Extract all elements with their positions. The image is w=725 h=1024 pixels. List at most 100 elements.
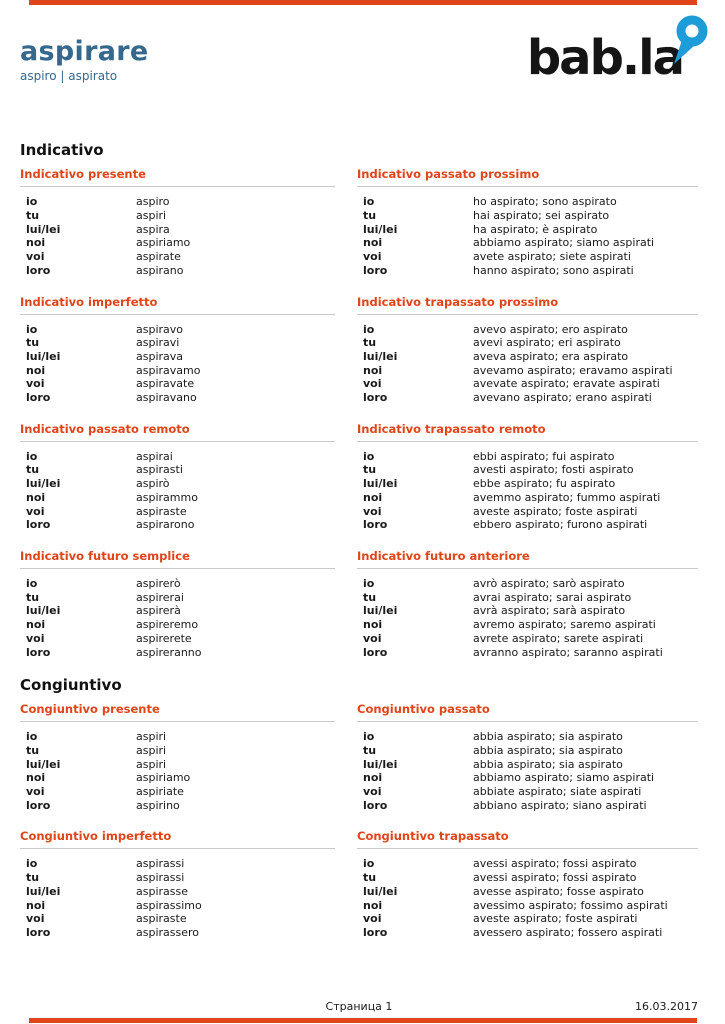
conjugated-form: hanno aspirato; sono aspirati: [473, 263, 634, 277]
conjugated-form: aspirassero: [136, 925, 200, 939]
conjugated-form: aspirerà: [136, 604, 181, 618]
pronoun-label: noi: [363, 363, 383, 377]
pronoun-label: noi: [26, 490, 46, 504]
table-title: Indicativo presente: [20, 167, 335, 188]
table-title: Indicativo passato prossimo: [357, 167, 698, 188]
table-row: loro hanno aspirato; sono aspirati: [357, 264, 698, 278]
pronoun-label: lui/lei: [363, 222, 398, 236]
table-title: Indicativo imperfetto: [20, 295, 335, 315]
conjugated-form: aspiriamo: [136, 236, 191, 250]
table-row: voi abbiate aspirato; siate aspirati: [357, 785, 698, 799]
conjugated-form: aspirate: [136, 250, 181, 264]
table-row: loro aspirano: [20, 264, 335, 278]
conjugated-form: abbiamo aspirato; siamo aspirati: [473, 236, 655, 250]
pronoun-label: voi: [26, 785, 45, 799]
table-rows: io aspiro tu aspiri lui/lei aspira noi aspiriam…: [20, 195, 335, 277]
conjugated-form: abbia aspirato; sia aspirato: [473, 743, 623, 757]
table-row: io aspirerò: [20, 577, 335, 591]
table-row: io aspiravo: [20, 323, 335, 337]
congiuntivo-tables: Congiuntivo presente io aspiri tu aspiri lui…: [20, 702, 698, 956]
table-rows: io aspirassi tu aspirassi lui/lei aspirasse no…: [20, 857, 335, 939]
table-row: loro avevano aspirato; erano aspirati: [357, 391, 698, 405]
table-row: tu aspirasti: [20, 463, 335, 477]
table-row: tu avessi aspirato; fossi aspirato: [357, 871, 698, 885]
table-row: voi aspirate: [20, 250, 335, 264]
conjugated-form: avessi aspirato; fossi aspirato: [473, 857, 637, 871]
conjugated-form: aspiriate: [136, 785, 184, 799]
conjugated-form: avemmo aspirato; fummo aspirati: [473, 490, 661, 504]
pronoun-label: lui/lei: [26, 222, 61, 236]
conjugated-form: aspirassimo: [136, 898, 202, 912]
table-indicativo-trapassato-remoto: Indicativo trapassato remoto io ebbi aspi…: [357, 422, 698, 532]
pronoun-label: lui/lei: [363, 604, 398, 618]
conjugated-form: aspiravamo: [136, 363, 201, 377]
table-row: noi avremo aspirato; saremo aspirati: [357, 618, 698, 632]
table-row: io abbia aspirato; sia aspirato: [357, 730, 698, 744]
table-row: voi aspiraste: [20, 505, 335, 519]
conjugated-form: aspiraste: [136, 912, 187, 926]
table-row: tu aspiri: [20, 209, 335, 223]
table-row: voi avete aspirato; siete aspirati: [357, 250, 698, 264]
table-row: voi aveste aspirato; foste aspirati: [357, 912, 698, 926]
conjugated-form: ha aspirato; è aspirato: [473, 222, 598, 236]
conjugated-form: ebbero aspirato; furono aspirati: [473, 518, 648, 532]
pronoun-label: voi: [363, 377, 382, 391]
pronoun-label: io: [26, 577, 38, 590]
table-rows: io avessi aspirato; fossi aspirato tu avess…: [357, 857, 698, 939]
table-indicativo-futuro-semplice: Indicativo futuro semplice io aspirerò tu a…: [20, 549, 335, 659]
conjugated-form: abbia aspirato; sia aspirato: [473, 757, 623, 771]
pronoun-label: loro: [26, 263, 51, 277]
conjugated-form: aspirammo: [136, 490, 198, 504]
conjugated-form: avrà aspirato; sarà aspirato: [473, 604, 626, 618]
table-title: Indicativo passato remoto: [20, 422, 335, 442]
conjugated-form: avremo aspirato; saremo aspirati: [473, 618, 656, 632]
table-row: tu aspiravi: [20, 336, 335, 350]
table-row: lui/lei aspira: [20, 223, 335, 237]
conjugated-form: ebbi aspirato; fui aspirato: [473, 449, 615, 463]
table-title: Congiuntivo passato: [357, 702, 698, 723]
table-rows: io ebbi aspirato; fui aspirato tu avesti as…: [357, 450, 698, 532]
conjugated-form: avesse aspirato; fosse aspirato: [473, 884, 644, 898]
pronoun-label: loro: [26, 645, 51, 659]
conjugated-form: ho aspirato; sono aspirato: [473, 195, 617, 209]
pronoun-label: io: [363, 730, 375, 744]
table-title: Indicativo trapassato remoto: [357, 422, 698, 442]
table-row: voi aspiravate: [20, 377, 335, 391]
table-row: noi aspireremo: [20, 618, 335, 632]
table-row: noi abbiamo aspirato; siamo aspirati: [357, 771, 698, 785]
pronoun-label: loro: [26, 798, 51, 812]
table-row: tu abbia aspirato; sia aspirato: [357, 744, 698, 758]
page-content: aspirare aspiro | aspirato Indicativo In…: [0, 37, 725, 957]
table-rows: io aspirerò tu aspirerai lui/lei aspirerà noi a…: [20, 577, 335, 659]
table-row: noi abbiamo aspirato; siamo aspirati: [357, 236, 698, 250]
conjugated-form: aveste aspirato; foste aspirati: [473, 504, 638, 518]
table-row: noi aspiriamo: [20, 771, 335, 785]
table-row: tu avesti aspirato; fosti aspirato: [357, 463, 698, 477]
table-rows: io avrò aspirato; sarò aspirato tu avrai as…: [357, 577, 698, 659]
table-row: noi avemmo aspirato; fummo aspirati: [357, 491, 698, 505]
pronoun-label: voi: [26, 912, 45, 926]
table-congiuntivo-presente: Congiuntivo presente io aspiri tu aspiri lui…: [20, 702, 335, 812]
pronoun-label: tu: [26, 336, 40, 350]
table-row: tu aspirassi: [20, 871, 335, 885]
pronoun-label: io: [26, 857, 38, 871]
conjugated-form: aspiri: [136, 757, 167, 771]
table-row: io aspirai: [20, 450, 335, 464]
pronoun-label: io: [363, 195, 375, 209]
conjugated-form: avessimo aspirato; fossimo aspirati: [473, 898, 668, 912]
pronoun-label: io: [363, 577, 375, 590]
table-row: voi aspiraste: [20, 912, 335, 926]
pronoun-label: lui/lei: [26, 757, 61, 771]
table-row: voi avrete aspirato; sarete aspirati: [357, 632, 698, 646]
pronoun-label: lui/lei: [363, 349, 398, 363]
conjugated-form: aspiri: [136, 209, 167, 223]
pronoun-label: tu: [26, 590, 40, 604]
pronoun-label: tu: [363, 209, 377, 223]
conjugated-form: aspiri: [136, 743, 167, 757]
conjugated-form: avevate aspirato; eravate aspirati: [473, 377, 660, 391]
table-row: noi avevamo aspirato; eravamo aspirati: [357, 364, 698, 378]
speech-bubble-icon: [674, 15, 708, 64]
conjugated-form: aspiri: [136, 730, 167, 744]
table-row: tu hai aspirato; sei aspirato: [357, 209, 698, 223]
section-heading-indicativo: Indicativo: [20, 141, 104, 160]
